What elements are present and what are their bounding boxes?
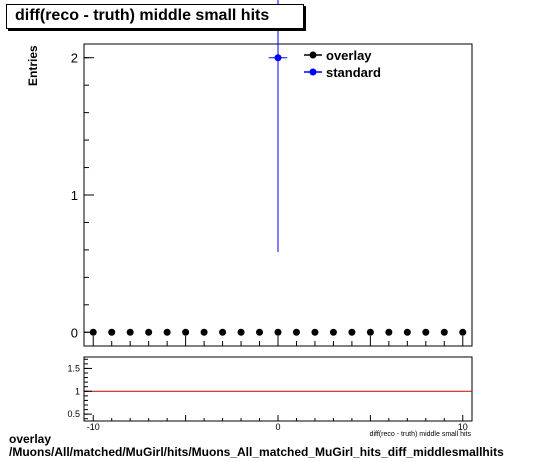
overlay-point bbox=[182, 328, 190, 336]
overlay-point bbox=[108, 328, 116, 336]
overlay-point bbox=[145, 328, 153, 336]
overlay-point bbox=[403, 328, 411, 336]
y-tick-label: 0 bbox=[71, 325, 78, 340]
x-axis-label: diff(reco - truth) middle small hits bbox=[370, 431, 472, 438]
standard-point bbox=[274, 54, 282, 62]
overlay-point bbox=[459, 328, 467, 336]
ratio-y-tick-label: 1 bbox=[75, 386, 80, 396]
overlay-point bbox=[348, 328, 356, 336]
overlay-point bbox=[219, 328, 227, 336]
y-axis-label: Entries bbox=[26, 45, 40, 86]
overlay-point bbox=[163, 328, 171, 336]
overlay-point bbox=[237, 328, 245, 336]
overlay-point bbox=[329, 328, 337, 336]
legend-marker bbox=[309, 51, 317, 59]
caption-line-1: overlay bbox=[9, 432, 52, 446]
chart-title: diff(reco - truth) middle small hits bbox=[15, 7, 270, 24]
y-tick-label: 1 bbox=[71, 188, 78, 203]
legend-label: standard bbox=[326, 65, 381, 80]
ratio-y-tick-label: 0.5 bbox=[67, 409, 80, 419]
ratio-x-tick-label: -10 bbox=[87, 422, 100, 432]
overlay-point bbox=[385, 328, 393, 336]
overlay-point bbox=[366, 328, 374, 336]
legend-marker bbox=[309, 68, 317, 76]
y-tick-label: 2 bbox=[71, 51, 78, 66]
ratio-x-tick-label: 0 bbox=[275, 422, 280, 432]
overlay-point bbox=[126, 328, 134, 336]
overlay-point bbox=[89, 328, 97, 336]
overlay-point bbox=[200, 328, 208, 336]
overlay-point bbox=[311, 328, 319, 336]
overlay-point bbox=[256, 328, 264, 336]
legend-label: overlay bbox=[326, 48, 372, 63]
ratio-y-tick-label: 1.5 bbox=[67, 363, 80, 373]
chart-title-box: diff(reco - truth) middle small hits bbox=[6, 4, 304, 29]
caption-line-2: /Muons/All/matched/MuGirl/hits/Muons_All… bbox=[9, 445, 504, 459]
overlay-point bbox=[274, 328, 282, 336]
overlay-point bbox=[440, 328, 448, 336]
ratio-plot-frame bbox=[83, 356, 473, 422]
ratio-x-tick-label: 10 bbox=[458, 422, 468, 432]
overlay-point bbox=[422, 328, 430, 336]
overlay-point bbox=[292, 328, 300, 336]
